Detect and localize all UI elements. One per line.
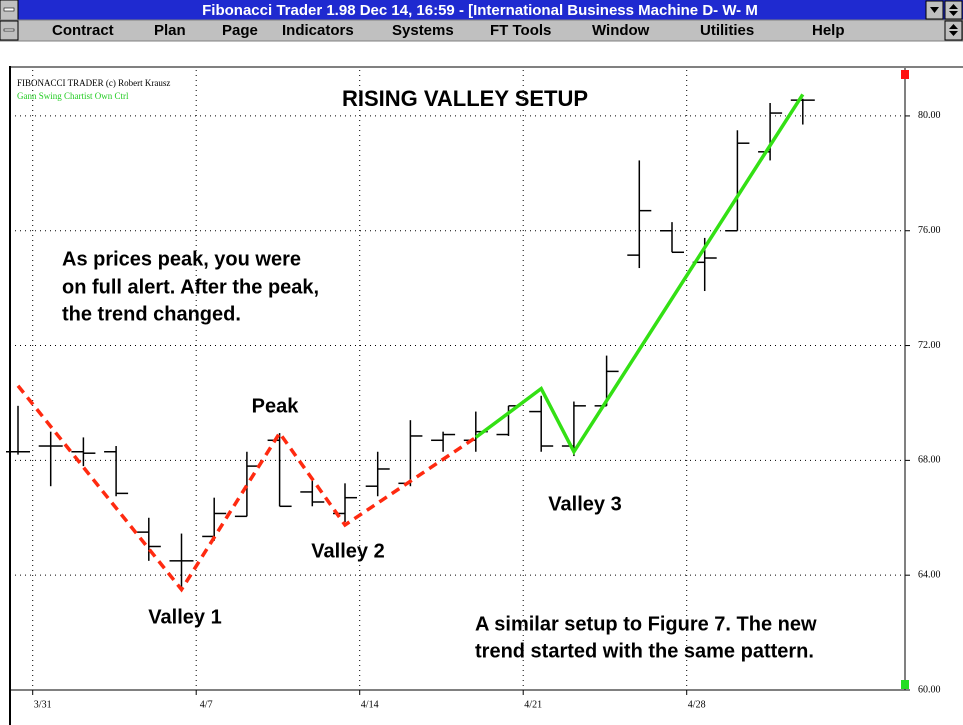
chart-pane <box>10 68 963 725</box>
menu-item[interactable]: Help <box>812 22 845 39</box>
menu-bar <box>0 19 963 42</box>
menu-item[interactable]: Utilities <box>700 22 754 39</box>
y-tick-label: 72.00 <box>918 340 941 351</box>
restore-icon <box>949 24 958 36</box>
annotation: Valley 3 <box>548 493 621 515</box>
menu-item[interactable]: Contract <box>52 22 114 39</box>
menu-item[interactable]: Plan <box>154 22 186 39</box>
x-tick-label: 3/31 <box>34 699 52 710</box>
maximize-icon <box>949 4 958 16</box>
minimize-icon <box>930 7 939 13</box>
system-menu-icon <box>3 7 15 12</box>
y-tick-label: 76.00 <box>918 225 941 236</box>
y-tick-label: 60.00 <box>918 684 941 695</box>
y-tick-label: 80.00 <box>918 110 941 121</box>
annotation: Peak <box>252 395 300 417</box>
menu-item[interactable]: Window <box>592 22 650 39</box>
annotation: Valley 2 <box>311 540 384 562</box>
marker-red <box>901 70 909 79</box>
x-tick-label: 4/7 <box>200 699 213 710</box>
annotation: the trend changed. <box>62 303 241 325</box>
x-tick-label: 4/21 <box>524 699 542 710</box>
title-bar <box>0 0 963 20</box>
window-title: Fibonacci Trader 1.98 Dec 14, 16:59 - [I… <box>202 2 758 19</box>
annotation: on full alert. After the peak, <box>62 276 319 298</box>
x-tick-label: 4/14 <box>361 699 379 710</box>
header-line: FIBONACCI TRADER (c) Robert Krausz <box>17 78 170 88</box>
annotation: Valley 1 <box>148 606 221 628</box>
swing-line <box>474 93 805 456</box>
marker-green <box>901 680 909 689</box>
y-tick-label: 68.00 <box>918 455 941 466</box>
maximize-button[interactable] <box>944 0 963 20</box>
chart-title: RISING VALLEY SETUP <box>342 86 588 111</box>
y-tick-label: 64.00 <box>918 569 941 580</box>
restore-button[interactable] <box>944 20 963 41</box>
annotation: As prices peak, you were <box>62 248 301 270</box>
x-tick-label: 4/28 <box>688 699 706 710</box>
menu-item[interactable]: Systems <box>392 22 454 39</box>
header-line: Gann Swing Chartist Own Ctrl <box>17 91 129 101</box>
annotation: trend started with the same pattern. <box>475 640 814 662</box>
annotation: A similar setup to Figure 7. The new <box>475 613 817 635</box>
doc-menu-icon <box>3 28 15 32</box>
menu-item[interactable]: FT Tools <box>490 22 551 39</box>
menu-item[interactable]: Indicators <box>282 22 354 39</box>
menu-item[interactable]: Page <box>222 22 258 39</box>
